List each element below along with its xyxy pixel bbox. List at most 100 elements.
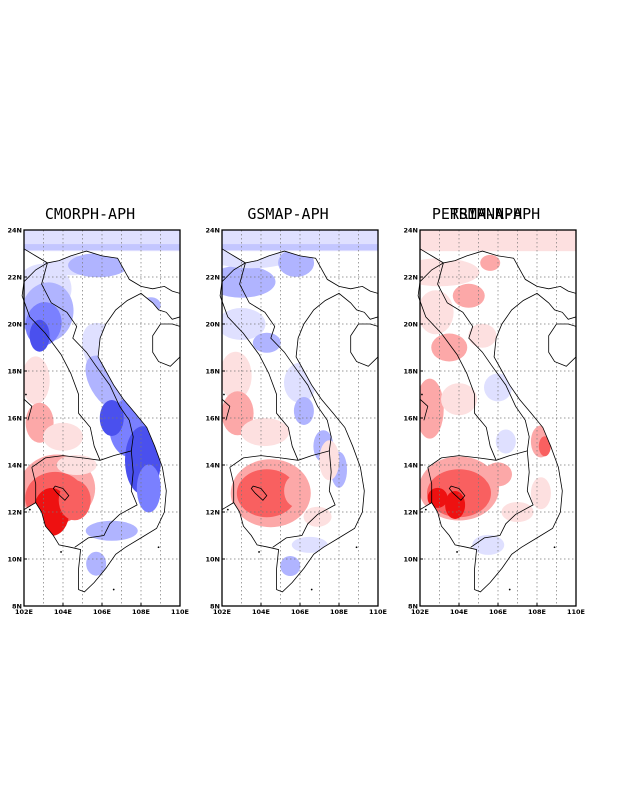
hainan-island [548,323,577,367]
lat-tick-label: 18N [206,367,221,375]
anomaly-blob [140,297,161,314]
lat-tick-label: 10N [206,555,221,563]
lon-tick-label: 104E [450,608,468,616]
lon-tick-label: 110E [369,608,387,616]
country-border [23,262,48,282]
lat-tick-label: 24N [206,226,221,234]
anomaly-blob [538,436,551,457]
anomaly-blob [222,351,252,400]
country-border [427,467,433,503]
coastline-borders [21,248,181,593]
anomaly-blob [68,253,129,278]
precip-map: 8N 10N 12N 14N 16N 18N 20N 22N 24N 102E 104E 106E 10… [206,226,388,616]
tonle-sap-lake [52,485,70,501]
hainan-island [350,323,379,367]
lon-tick-label: 110E [171,608,189,616]
country-border [229,450,336,548]
anomaly-field [420,230,576,592]
panel-overlay-title-text: TRMM-APH [449,205,523,223]
lon-tick-label: 106E [489,608,507,616]
island [424,508,427,511]
map-panel-gsmap: GSMAP-APH 8N 10N 12N 14N 16N 18N 20N 22N 24N 102E… [198,205,388,625]
lon-tick-label: 110E [567,608,585,616]
coastline [419,248,577,593]
anomaly-blob [280,556,301,577]
anomaly-blob [427,487,448,508]
anomaly-blob [222,265,276,298]
country-border [229,467,235,503]
island [112,588,115,591]
anomaly-blob [241,488,262,513]
country-border [41,262,134,451]
country-border [221,398,231,421]
panel-title-text: GSMAP-APH [247,205,329,223]
anomaly-blob [472,534,505,555]
island [226,508,229,511]
lat-tick-label: 12N [206,508,221,516]
country-border [31,467,37,503]
island [60,551,62,553]
panel-title-text: CMORPH-APH [44,205,136,223]
country-border [417,281,497,461]
lat-tick-label: 12N [8,508,23,516]
island [223,393,225,396]
anomaly-blob [530,477,551,510]
anomaly-blob [278,248,315,277]
lat-tick-label: 16N [8,414,23,422]
country-border [219,281,299,461]
island [25,393,27,396]
country-border [239,262,332,451]
panel-title: PERSIANN-APH TRMM-APH [396,205,576,223]
lon-tick-label: 106E [93,608,111,616]
anomaly-blob [86,551,107,576]
tonle-sap-lake [448,485,466,501]
tonle-sap-lake [250,485,268,501]
panel-title: GSMAP-APH [198,205,378,223]
anomaly-blob [431,333,468,362]
lon-tick-label: 102E [411,608,429,616]
anomaly-blob [420,290,454,335]
lat-tick-label: 22N [8,273,23,281]
anomaly-blob [284,474,309,507]
lon-tick-label: 106E [291,608,309,616]
island [28,508,31,511]
anomaly-blob [480,254,501,271]
anomaly-blob [29,319,50,352]
country-border [31,450,138,548]
lon-tick-label: 108E [132,608,150,616]
country-border [419,398,429,421]
anomaly-blob [85,355,127,410]
island [258,551,260,553]
panel-title-text: PERSIANN-APH [431,205,541,223]
anomaly-blob [468,323,497,348]
lat-tick-label: 8N [210,602,220,610]
precip-map: 8N 10N 12N 14N 16N 18N 20N 22N 24N 102E 104E 106E 10… [8,226,190,616]
island [310,588,313,591]
anomaly-blob [43,422,83,451]
country-border [21,281,101,461]
lat-tick-label: 22N [206,273,221,281]
lon-tick-label: 102E [213,608,231,616]
map-panel-cmorph: CMORPH-APH 8N 10N 12N 14N 16N 18N 20N 22N 24N 102… [0,205,190,625]
country-border [427,450,534,548]
anomaly-blob [99,400,124,436]
lat-tick-label: 14N [8,461,23,469]
lat-tick-label: 22N [404,273,419,281]
precip-map: 8N 10N 12N 14N 16N 18N 20N 22N 24N 102E 104E 106E 10… [404,226,586,616]
lat-tick-label: 20N [404,320,419,328]
anomaly-field [222,230,378,592]
island [508,588,511,591]
coastline [221,248,379,593]
lon-tick-label: 104E [54,608,72,616]
country-border [437,262,530,451]
anomaly-blob [252,332,281,353]
lat-tick-label: 14N [404,461,419,469]
hainan-island [152,323,181,367]
panel-title: CMORPH-APH [0,205,180,223]
anomaly-blob [291,536,328,553]
anomaly-blob [222,308,266,340]
lon-tick-label: 102E [15,608,33,616]
country-border [419,262,444,282]
lat-tick-label: 20N [8,320,23,328]
lat-tick-label: 14N [206,461,221,469]
